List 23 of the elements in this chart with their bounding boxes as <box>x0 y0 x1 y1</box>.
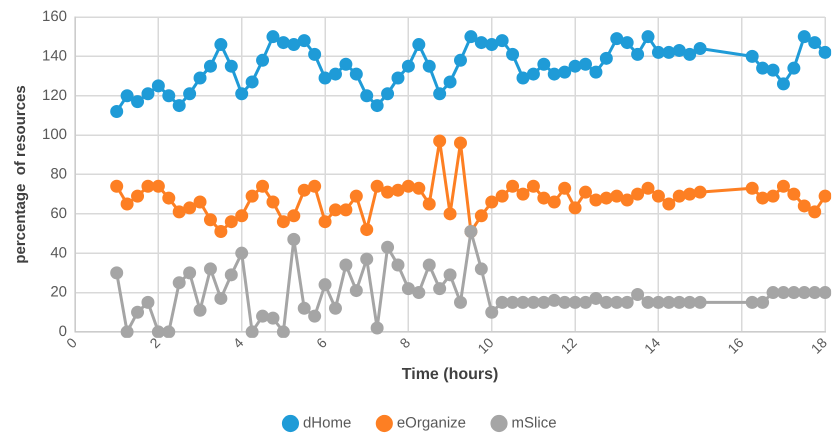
legend-label: dHome <box>302 414 352 432</box>
y-tick-label: 160 <box>42 8 68 26</box>
y-tick-label: 100 <box>42 126 68 144</box>
x-tick-label: 14 <box>640 334 664 357</box>
y-tick-label: 140 <box>42 48 68 65</box>
legend-label: mSlice <box>512 414 557 432</box>
x-tick-label: 8 <box>396 334 414 352</box>
y-axis-title: percentage of resources <box>12 85 30 264</box>
x-tick-label: 2 <box>146 334 164 352</box>
x-tick-label: 12 <box>558 334 580 357</box>
y-tick-label: 0 <box>58 323 68 340</box>
y-tick-label: 40 <box>50 244 68 262</box>
x-tick-label: 18 <box>808 334 830 357</box>
x-tick-label: 10 <box>474 334 497 357</box>
y-tick-label: 80 <box>50 166 68 183</box>
legend-label: eOrganize <box>396 414 466 432</box>
y-tick-label: 60 <box>50 204 68 222</box>
y-tick-label: 20 <box>50 284 68 301</box>
x-tick-label: 4 <box>230 334 247 352</box>
x-tick-label: 6 <box>313 334 330 352</box>
x-axis-title: Time (hours) <box>402 366 498 383</box>
y-tick-label: 120 <box>42 86 68 104</box>
x-tick-label: 16 <box>724 334 747 357</box>
